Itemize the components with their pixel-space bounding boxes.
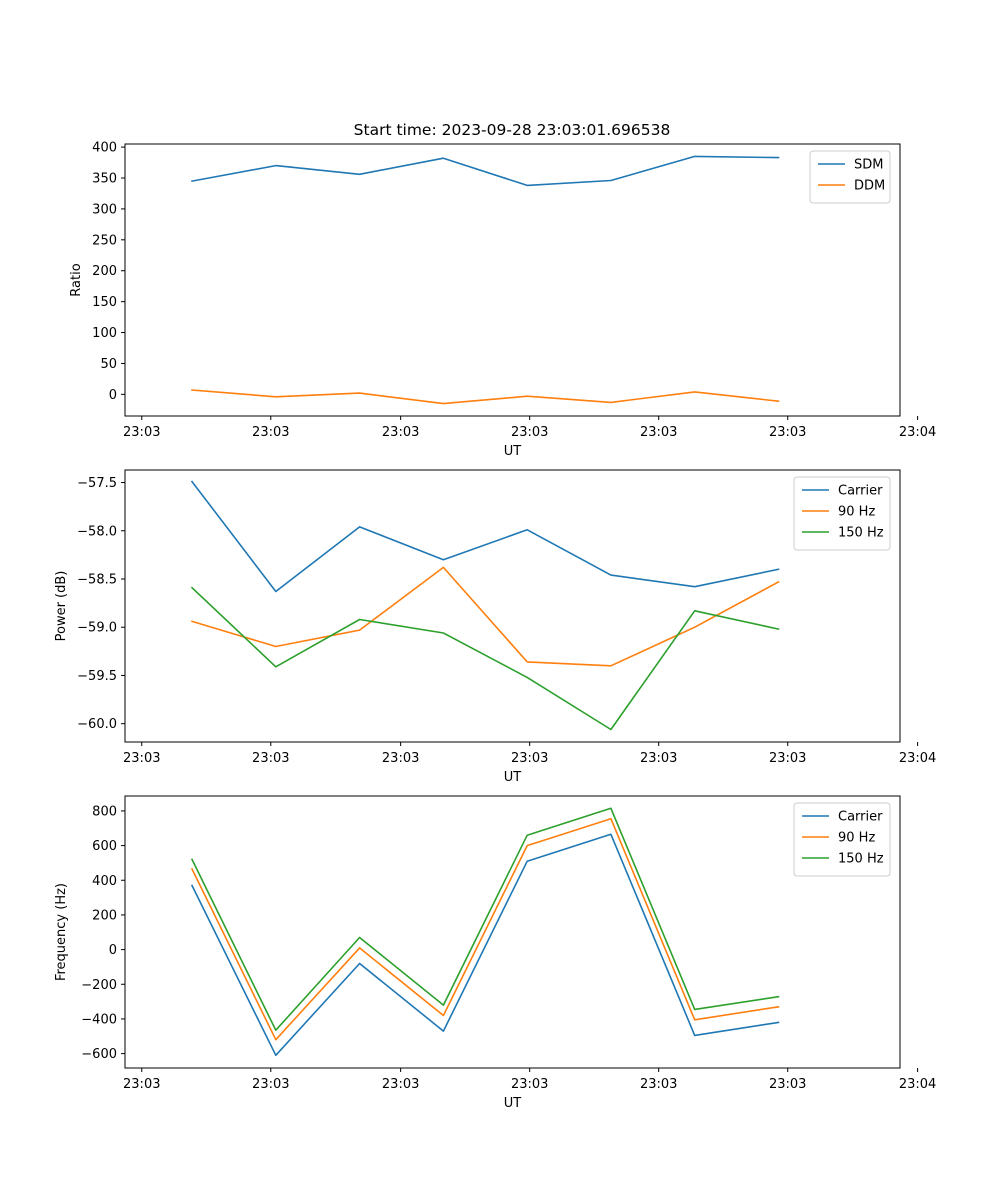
legend-label-150-hz: 150 Hz	[838, 852, 884, 867]
series-line-sdm	[191, 155, 780, 187]
axes-frame	[124, 469, 901, 743]
x-tick-label: 23:03	[382, 425, 419, 440]
y-tick-label: −59.0	[77, 621, 117, 636]
y-tick-label: −60.0	[77, 717, 117, 732]
y-axis-label: Frequency (Hz)	[54, 883, 69, 981]
y-tick-label: −600	[81, 1047, 117, 1062]
chart-panel-3: 23:03 23:03 23:03 23:03 23:03 23:03 23:04 −600 −…	[54, 795, 936, 1111]
y-tick-label: 300	[92, 202, 117, 217]
series-line-90-hz	[191, 566, 780, 667]
x-tick-label: 23:03	[769, 1077, 806, 1092]
y-tick-label: 400	[92, 874, 117, 889]
y-tick-label: −59.5	[77, 669, 117, 684]
x-tick-label: 23:03	[252, 751, 289, 766]
series-line-150-hz	[190, 807, 780, 1031]
y-tick-label: 350	[92, 172, 117, 187]
x-tick-label: 23:04	[899, 425, 936, 440]
x-tick-label: 23:03	[252, 425, 289, 440]
legend-label-90-hz: 90 Hz	[838, 831, 875, 846]
x-tick-label: 23:04	[899, 1077, 936, 1092]
x-tick-label: 23:03	[511, 751, 548, 766]
y-tick-label: 200	[92, 908, 117, 923]
y-tick-label: −400	[81, 1012, 117, 1027]
x-tick-label: 23:04	[899, 751, 936, 766]
series-line-carrier	[190, 833, 780, 1057]
series-line-carrier	[190, 480, 780, 593]
y-tick-label: 250	[92, 233, 117, 248]
legend-label-90-hz: 90 Hz	[838, 505, 875, 520]
y-tick-label: 150	[92, 295, 117, 310]
x-tick-label: 23:03	[382, 751, 419, 766]
y-tick-label: 800	[92, 804, 117, 819]
x-axis-label: UT	[504, 1096, 522, 1111]
y-tick-label: 0	[109, 943, 117, 958]
y-tick-label: 0	[109, 388, 117, 403]
y-tick-label: −58.5	[77, 572, 117, 587]
legend: SDM DDM	[809, 150, 891, 204]
y-tick-label: −200	[81, 978, 117, 993]
y-axis-label: Power (dB)	[54, 571, 69, 642]
series-line-150-hz	[190, 586, 780, 731]
legend-label-150-hz: 150 Hz	[838, 526, 884, 541]
x-tick-label: 23:03	[511, 1077, 548, 1092]
series-line-90-hz	[190, 817, 780, 1041]
figure-title: Start time: 2023-09-28 23:03:01.696538	[354, 121, 671, 139]
x-tick-label: 23:03	[769, 425, 806, 440]
y-tick-label: 50	[100, 357, 117, 372]
y-tick-label: 200	[92, 264, 117, 279]
legend-label-carrier: Carrier	[838, 484, 883, 499]
legend-label-carrier: Carrier	[838, 810, 883, 825]
y-tick-label: −57.5	[77, 476, 117, 491]
x-tick-label: 23:03	[123, 1077, 160, 1092]
x-tick-label: 23:03	[769, 751, 806, 766]
legend: Carrier 90 Hz 150 Hz	[793, 802, 891, 877]
axes-frame	[124, 795, 901, 1069]
x-axis-label: UT	[504, 444, 522, 459]
legend: Carrier 90 Hz 150 Hz	[793, 476, 891, 551]
y-axis-label: Ratio	[69, 263, 84, 296]
x-tick-label: 23:03	[123, 425, 160, 440]
series-line-ddm	[191, 389, 780, 405]
x-tick-label: 23:03	[252, 1077, 289, 1092]
chart-panel-1: 23:03 23:03 23:03 23:03 23:03 23:03 23:04 0 50 10…	[69, 141, 936, 459]
y-tick-label: 400	[92, 141, 117, 156]
y-tick-label: 600	[92, 839, 117, 854]
legend-label-sdm: SDM	[854, 158, 883, 173]
x-tick-label: 23:03	[640, 425, 677, 440]
x-tick-label: 23:03	[511, 425, 548, 440]
axes-frame	[124, 143, 901, 417]
x-tick-label: 23:03	[640, 1077, 677, 1092]
x-axis-label: UT	[504, 770, 522, 785]
x-tick-label: 23:03	[123, 751, 160, 766]
x-tick-label: 23:03	[640, 751, 677, 766]
chart-panel-2: 23:03 23:03 23:03 23:03 23:03 23:03 23:04 −60.0…	[54, 469, 936, 785]
x-tick-label: 23:03	[382, 1077, 419, 1092]
y-tick-label: −58.0	[77, 524, 117, 539]
panels: 23:03 23:03 23:03 23:03 23:03 23:03 23:04 0 50 10…	[54, 141, 936, 1111]
y-tick-label: 100	[92, 326, 117, 341]
legend-label-ddm: DDM	[854, 179, 885, 194]
